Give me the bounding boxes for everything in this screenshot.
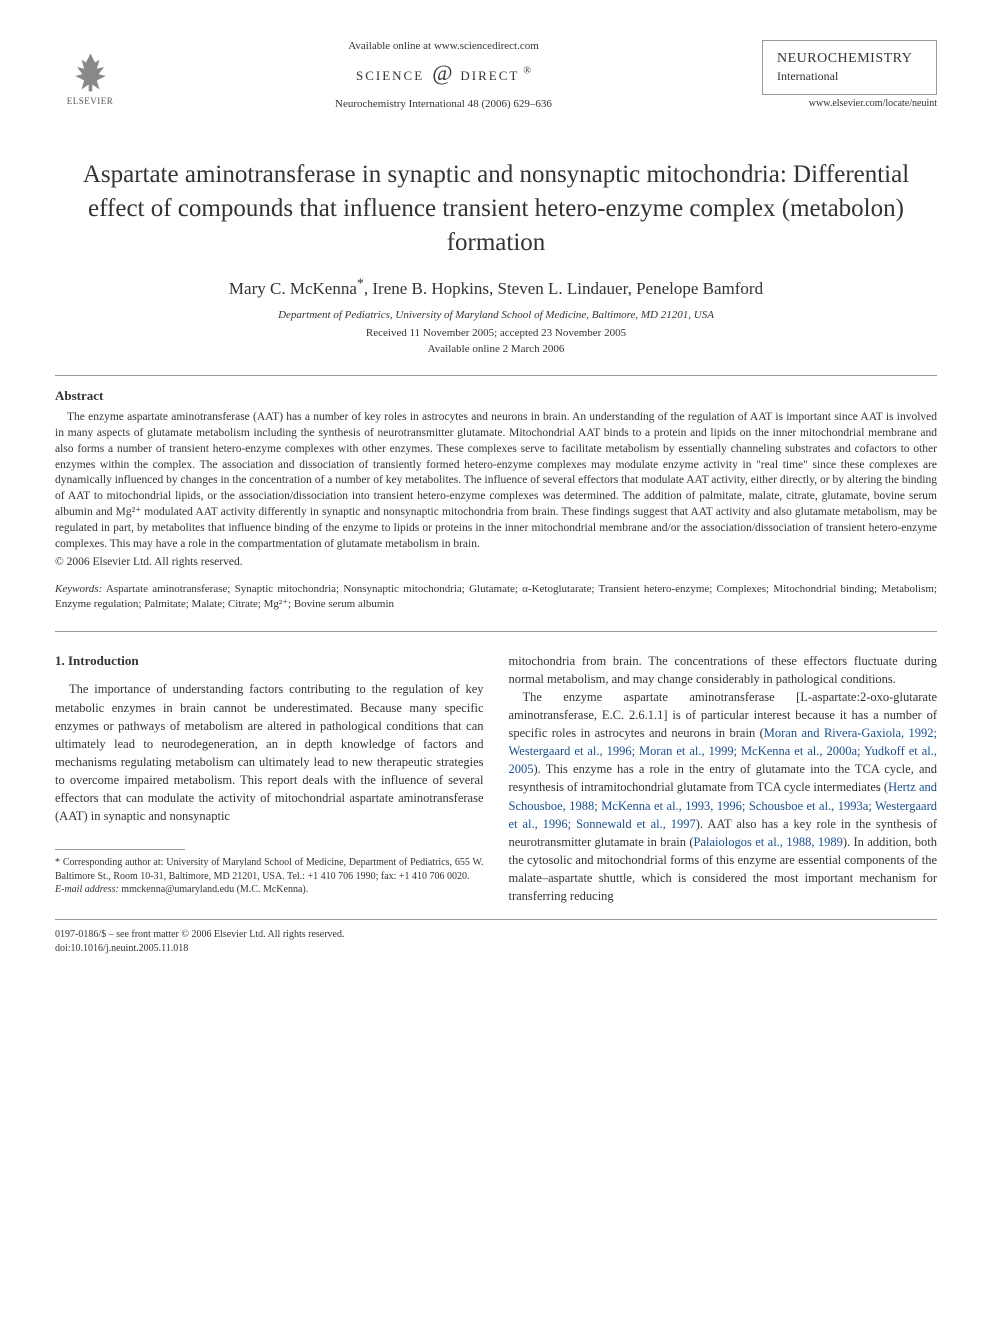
corresponding-footnote: * Corresponding author at: University of… [55,856,484,883]
column-left: 1. Introduction The importance of unders… [55,652,484,906]
journal-box: NEUROCHEMISTRY International [762,40,937,95]
elsevier-tree-icon [68,49,113,94]
keywords-text: Aspartate aminotransferase; Synaptic mit… [55,583,937,610]
keywords-label: Keywords: [55,583,102,595]
sciencedirect-logo: SCIENCE @ DIRECT ® [145,60,742,86]
divider-top [55,375,937,376]
publisher-logo: ELSEVIER [55,40,125,115]
author-list: Mary C. McKenna*, Irene B. Hopkins, Stev… [229,279,763,298]
divider-bottom [55,631,937,632]
journal-url: www.elsevier.com/locate/neuint [762,98,937,109]
email-value: mmckenna@umaryland.edu (M.C. McKenna). [119,884,308,895]
authors: Mary C. McKenna*, Irene B. Hopkins, Stev… [55,279,937,299]
footnote-separator [55,849,185,850]
footer-divider [55,919,937,920]
available-online-text: Available online at www.sciencedirect.co… [145,40,742,52]
footer-line-1: 0197-0186/$ – see front matter © 2006 El… [55,928,937,942]
sd-right: DIRECT [460,68,519,83]
publisher-name: ELSEVIER [67,96,114,106]
journal-title: NEUROCHEMISTRY [777,51,922,67]
abstract-copyright: © 2006 Elsevier Ltd. All rights reserved… [55,556,937,568]
citation-line: Neurochemistry International 48 (2006) 6… [145,98,742,110]
ref-link-3[interactable]: Palaiologos et al., 1988, 1989 [694,835,843,849]
dates-block: Received 11 November 2005; accepted 23 N… [55,326,937,357]
footer-line-2: doi:10.1016/j.neuint.2005.11.018 [55,942,937,956]
keywords-block: Keywords: Aspartate aminotransferase; Sy… [55,582,937,613]
abstract-text: The enzyme aspartate aminotransferase (A… [55,410,937,553]
header-row: ELSEVIER Available online at www.science… [55,40,937,115]
sd-reg-icon: ® [523,66,531,77]
column-right: mitochondria from brain. The concentrati… [509,652,938,906]
journal-subtitle: International [777,69,922,84]
received-date: Received 11 November 2005; accepted 23 N… [55,326,937,341]
smallcaps-l: L [800,690,808,704]
intro-heading: 1. Introduction [55,652,484,671]
col2-continuation: mitochondria from brain. The concentrati… [509,652,938,688]
journal-box-wrapper: NEUROCHEMISTRY International www.elsevie… [762,40,937,109]
intro-para-1: The importance of understanding factors … [55,680,484,825]
col2-p2-a: The enzyme aspartate aminotransferase [ [523,690,801,704]
email-footnote: E-mail address: mmckenna@umaryland.edu (… [55,883,484,897]
affiliation: Department of Pediatrics, University of … [55,309,937,321]
email-label: E-mail address: [55,884,119,895]
sd-at-icon: @ [432,60,452,85]
col2-p2-c: ). This enzyme has a role in the entry o… [509,762,938,794]
center-header: Available online at www.sciencedirect.co… [125,40,762,110]
available-date: Available online 2 March 2006 [55,342,937,357]
sd-left: SCIENCE [356,68,424,83]
col2-para-2: The enzyme aspartate aminotransferase [L… [509,688,938,906]
abstract-heading: Abstract [55,388,937,404]
article-title: Aspartate aminotransferase in synaptic a… [75,158,917,259]
body-columns: 1. Introduction The importance of unders… [55,652,937,906]
